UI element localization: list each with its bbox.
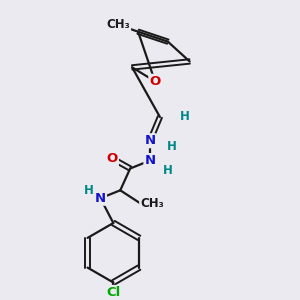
Text: H: H [84, 184, 94, 197]
Text: CH₃: CH₃ [140, 197, 164, 210]
Text: CH₃: CH₃ [106, 18, 130, 31]
Text: N: N [95, 192, 106, 205]
Text: H: H [180, 110, 190, 124]
Text: H: H [163, 164, 173, 177]
Text: O: O [149, 75, 161, 88]
Text: N: N [144, 134, 156, 147]
Text: N: N [144, 154, 156, 167]
Text: Cl: Cl [106, 286, 121, 299]
Text: O: O [107, 152, 118, 165]
Text: H: H [167, 140, 177, 153]
